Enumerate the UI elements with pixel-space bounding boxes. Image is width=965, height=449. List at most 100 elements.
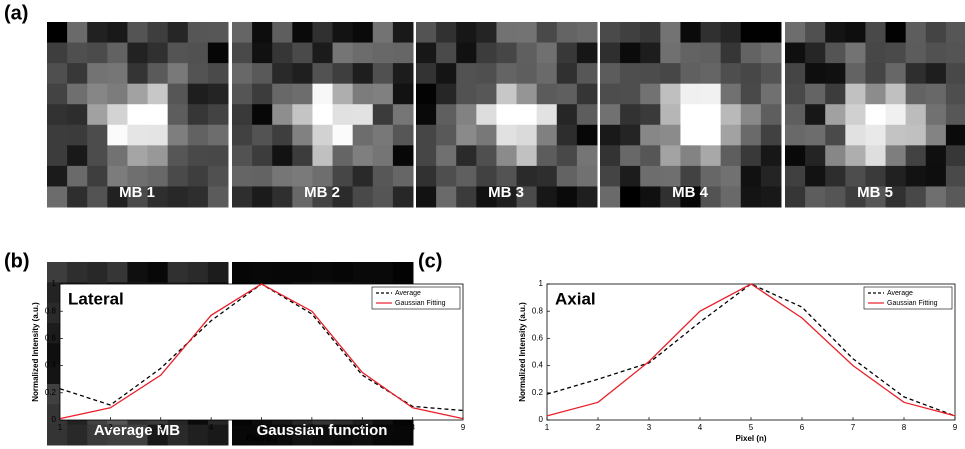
pixel <box>536 63 558 85</box>
pixel <box>700 124 722 146</box>
pixel <box>292 124 313 146</box>
pixel <box>805 22 826 44</box>
pixel <box>87 83 108 105</box>
pixel <box>372 22 394 44</box>
pixel <box>272 22 293 44</box>
pixel <box>825 22 846 44</box>
pixel <box>232 165 253 187</box>
pixel <box>925 63 947 85</box>
pixel <box>147 262 169 283</box>
pixel <box>905 83 927 105</box>
pixel <box>312 262 334 283</box>
y-tick-label: 0.4 <box>45 361 57 370</box>
pixel <box>925 83 947 105</box>
pixel <box>805 42 826 64</box>
pixel <box>332 104 354 126</box>
pixel <box>392 145 414 167</box>
pixel <box>252 22 273 44</box>
pixel <box>332 83 354 105</box>
pixel <box>272 104 293 126</box>
pixel <box>352 124 374 146</box>
pixel <box>127 63 149 85</box>
pixel <box>740 145 762 167</box>
pixel <box>332 165 354 187</box>
pixel <box>312 124 334 146</box>
pixel <box>680 42 702 64</box>
pixel <box>905 165 927 187</box>
legend-label: Average <box>887 290 913 297</box>
pixel <box>885 63 907 85</box>
pixel <box>47 83 68 105</box>
mb-label: MB 5 <box>857 184 893 201</box>
pixel <box>700 63 722 85</box>
pixel <box>785 145 806 167</box>
x-tick-label: 7 <box>360 423 365 432</box>
pixel <box>660 104 681 126</box>
pixel <box>392 262 414 283</box>
pixel <box>825 83 846 105</box>
pixel <box>720 42 742 64</box>
pixel <box>107 83 128 105</box>
pixel <box>945 165 965 187</box>
pixel <box>576 165 598 187</box>
pixel <box>67 145 88 167</box>
pixel <box>67 63 88 85</box>
pixel <box>47 165 68 187</box>
pixel <box>352 104 374 126</box>
pixel <box>372 186 394 208</box>
pixel <box>187 22 209 44</box>
pixel <box>292 186 313 208</box>
pixel <box>87 22 108 44</box>
pixel <box>576 63 598 85</box>
pixel <box>680 22 702 44</box>
pixel <box>740 165 762 187</box>
pixel <box>87 42 108 64</box>
pixel <box>47 63 68 85</box>
pixel <box>660 145 681 167</box>
pixel <box>620 104 641 126</box>
pixel <box>700 145 722 167</box>
pixel <box>536 124 558 146</box>
x-tick-label: 2 <box>108 423 113 432</box>
pixel <box>372 145 394 167</box>
pixel <box>87 104 108 126</box>
pixel <box>392 165 414 187</box>
pixel <box>740 42 762 64</box>
x-tick-label: 8 <box>410 423 415 432</box>
pixel <box>167 424 189 446</box>
x-tick-label: 4 <box>209 423 214 432</box>
pixel <box>620 63 641 85</box>
pixel <box>865 22 887 44</box>
pixel <box>620 145 641 167</box>
pixel <box>107 63 128 85</box>
pixel <box>372 124 394 146</box>
pixel <box>312 145 334 167</box>
pixel <box>496 42 518 64</box>
pixel <box>740 124 762 146</box>
x-tick-label: 9 <box>461 423 466 432</box>
pixel <box>496 186 518 208</box>
series-line <box>546 283 956 417</box>
pixel <box>640 42 661 64</box>
pixel <box>372 63 394 85</box>
pixel <box>187 124 209 146</box>
pixel <box>865 186 887 208</box>
pixel <box>925 104 947 126</box>
pixel <box>187 424 209 446</box>
pixel <box>87 165 108 187</box>
pixel <box>516 83 538 105</box>
pixel <box>516 145 538 167</box>
y-tick-label: 0.6 <box>532 334 544 343</box>
chart-title: Axial <box>555 289 596 308</box>
pixel <box>147 104 169 126</box>
pixel <box>147 83 169 105</box>
y-tick-label: 0.8 <box>45 306 57 315</box>
pixel <box>556 104 578 126</box>
pixel <box>147 124 169 146</box>
pixel <box>740 22 762 44</box>
pixel <box>945 42 965 64</box>
pixel <box>292 63 313 85</box>
pixel <box>805 165 826 187</box>
pixel <box>700 22 722 44</box>
pixel <box>805 186 826 208</box>
